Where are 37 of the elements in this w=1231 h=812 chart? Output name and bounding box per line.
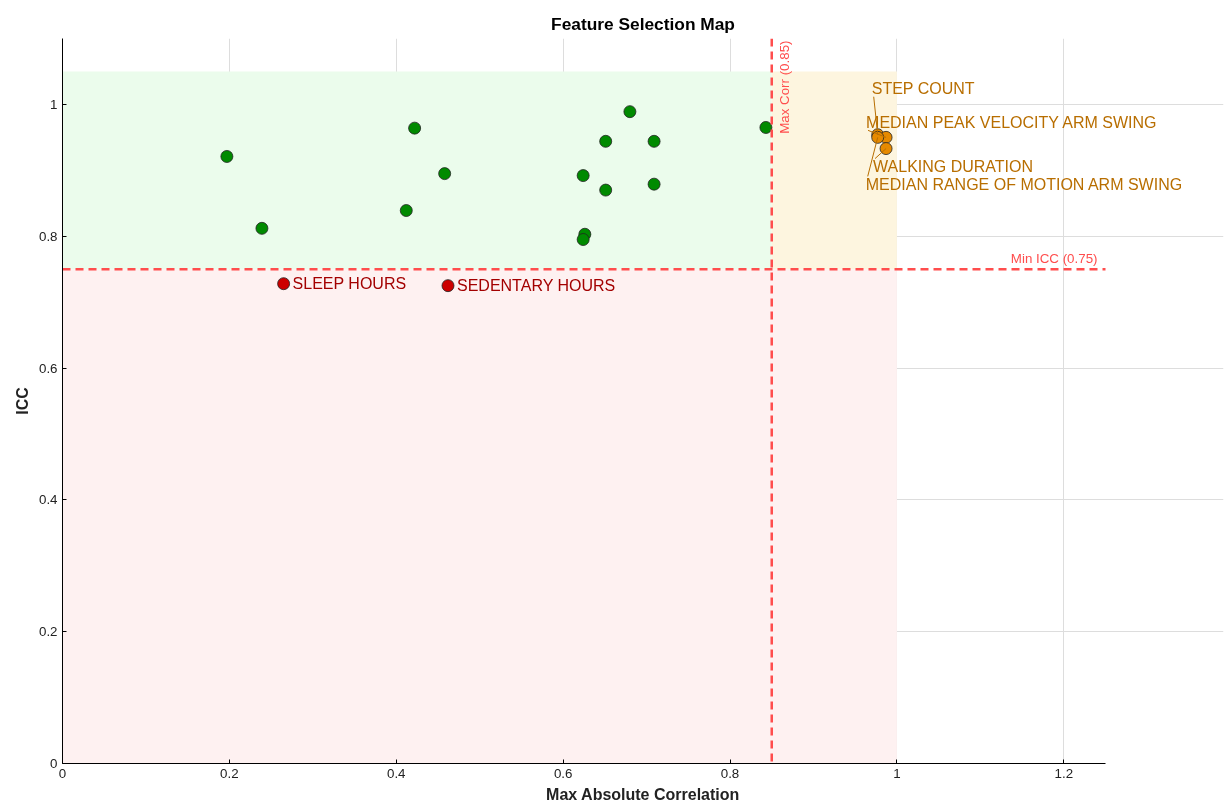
point [647, 134, 661, 148]
point [438, 167, 452, 180]
point [879, 142, 893, 155]
point [599, 183, 613, 197]
point [408, 121, 422, 135]
x-tick-label: 0.8 [720, 765, 740, 781]
point [576, 169, 590, 182]
y-tick-label: 0.6 [38, 360, 58, 376]
x-tick-label: 0.6 [553, 765, 573, 781]
point [441, 279, 455, 293]
annotation: MEDIAN RANGE OF MOTION ARM SWING [865, 175, 1183, 193]
chart-title: Feature Selection Map [551, 13, 735, 34]
x-tick-label: 0.4 [387, 765, 407, 781]
point [399, 204, 413, 217]
point [576, 233, 590, 246]
y-axis-title: ICC [13, 386, 31, 415]
point [599, 134, 613, 148]
x-tick-label: 0.2 [220, 765, 239, 781]
x-tick-label: 1 [893, 765, 901, 781]
point [277, 277, 291, 291]
point [220, 150, 234, 163]
point [255, 221, 269, 235]
x-axis-title: Max Absolute Correlation [546, 785, 740, 803]
y-tick-label: 0.2 [38, 624, 58, 640]
point [759, 121, 773, 134]
x-tick-label: 1.2 [1054, 765, 1074, 781]
point [647, 177, 661, 191]
annotation: WALKING DURATION [873, 158, 1034, 176]
annotation: STEP COUNT [871, 80, 975, 98]
y-tick-label: 0.8 [38, 228, 58, 244]
y-tick-label: 0.4 [38, 492, 59, 508]
ref-line-label: Min ICC (0.75) [1010, 251, 1098, 267]
point [623, 105, 637, 119]
ref-line-label: Max Corr (0.85) [776, 40, 792, 134]
annotation: SEDENTARY HOURS [456, 277, 616, 295]
annotation: SLEEP HOURS [292, 275, 407, 293]
y-tick-label: 1 [50, 96, 58, 112]
